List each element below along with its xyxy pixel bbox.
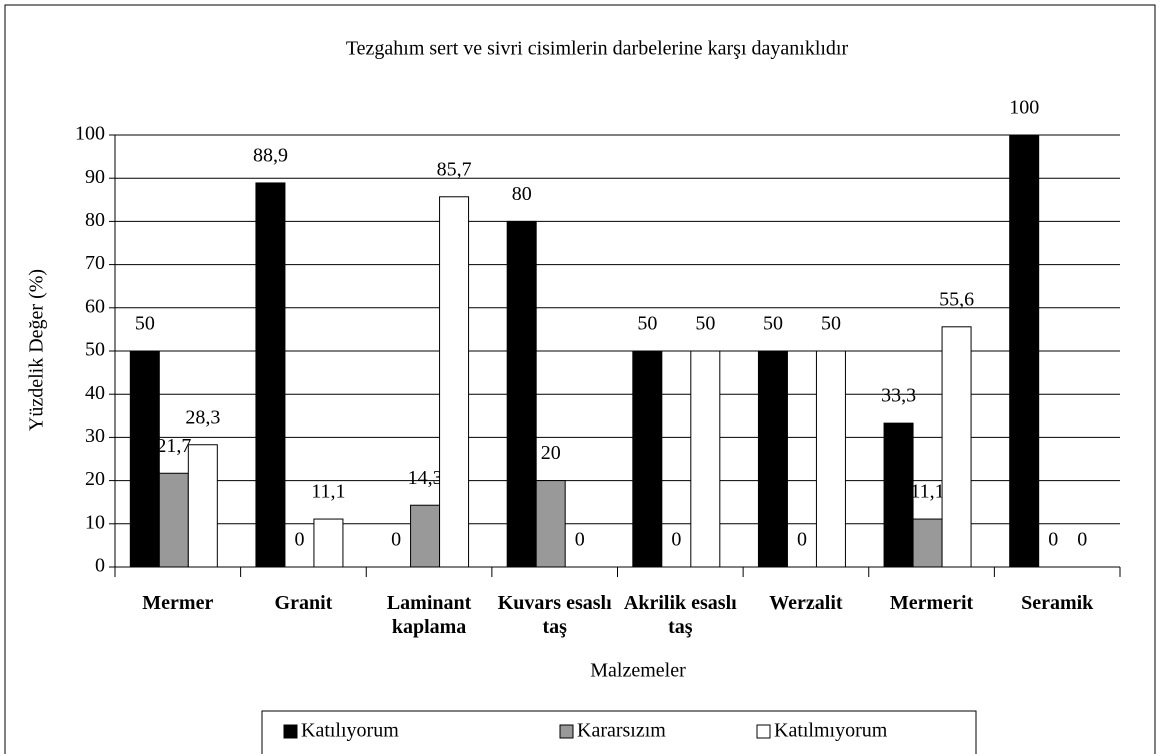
legend-box [261,710,977,754]
bar [1009,134,1040,568]
x-tick-label: Akrilik esaslı taş [623,592,737,638]
data-label: 88,9 [253,145,288,167]
bar [506,220,537,568]
chart-border [4,4,1156,754]
chart-title: Tezgahım sert ve sivri cisimlerin darbel… [346,38,849,60]
bar [313,518,344,568]
bar [815,350,846,568]
legend-label: Katılıyorum [301,720,399,742]
x-tick-label: Mermer [142,592,214,614]
bar [883,422,914,568]
data-label: 50 [135,313,155,335]
x-tick-label: Granit [274,592,333,614]
x-tick-label: Laminant kaplama [386,592,472,638]
data-label: 0 [1048,529,1058,551]
y-tick-label: 60 [85,295,105,317]
x-tick-label: Seramik [1021,592,1094,614]
data-label: 50 [821,313,841,335]
data-label: 0 [671,529,681,551]
legend-label: Kararsızım [577,720,666,742]
data-label: 100 [1009,97,1039,119]
y-tick-label: 40 [85,382,105,404]
y-tick-label: 0 [95,555,105,577]
data-label: 20 [541,442,561,464]
x-tick-label: Werzalit [769,592,843,614]
data-label: 55,6 [939,288,974,310]
legend-swatch [283,724,298,739]
bar [129,350,160,568]
data-label: 50 [637,313,657,335]
data-label: 0 [391,529,401,551]
y-tick-label: 20 [85,468,105,490]
bar [158,472,189,568]
data-label: 11,1 [311,481,345,503]
y-tick-label: 100 [75,123,105,145]
legend-swatch [559,724,574,739]
x-axis-title: Malzemeler [590,660,686,682]
data-label: 11,1 [910,481,944,503]
bar [757,350,788,568]
legend-swatch [756,724,771,739]
data-label: 0 [1077,529,1087,551]
bar [912,518,943,568]
data-label: 14,3 [408,467,443,489]
data-label: 85,7 [437,158,472,180]
y-axis-title: Yüzdelik Değer (%) [26,269,48,431]
y-tick-label: 70 [85,252,105,274]
data-label: 80 [512,183,532,205]
x-tick-label: Kuvars esaslı taş [497,592,612,638]
data-label: 0 [797,529,807,551]
bar [439,196,470,568]
y-tick-label: 30 [85,425,105,447]
bar [410,504,441,568]
legend-label: Katılmıyorum [774,720,888,742]
bar [255,182,286,568]
data-label: 0 [575,529,585,551]
bar [632,350,663,568]
data-label: 50 [763,313,783,335]
data-label: 21,7 [156,435,191,457]
bar [690,350,721,568]
bar [535,480,566,568]
y-tick-label: 50 [85,339,105,361]
data-label: 0 [294,529,304,551]
data-label: 50 [695,313,715,335]
data-label: 33,3 [881,385,916,407]
data-label: 28,3 [185,406,220,428]
y-tick-label: 90 [85,166,105,188]
y-tick-label: 80 [85,209,105,231]
x-tick-label: Mermerit [889,592,974,614]
y-tick-label: 10 [85,511,105,533]
bar [941,326,972,568]
bar [187,444,218,568]
